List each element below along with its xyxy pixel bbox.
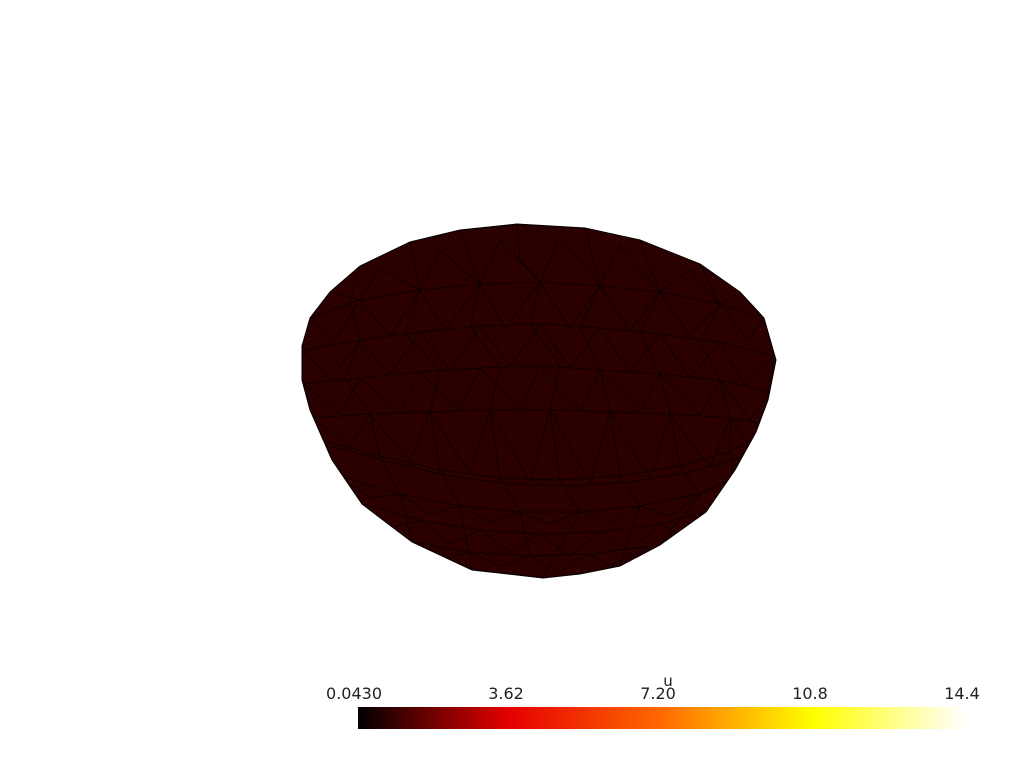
- mesh-edges: [303, 224, 775, 578]
- scalar-bar-title: u: [663, 672, 673, 690]
- scalar-bar-tick-label: 3.62: [488, 684, 524, 703]
- scalar-bar-tick-label: 0.0430: [326, 684, 382, 703]
- scalar-bar-gradient: [358, 707, 966, 729]
- scalar-bar-tick-label: 7.20: [640, 684, 676, 703]
- scalar-bar: u 0.0430 3.62 7.20 10.8 14.4: [326, 672, 996, 736]
- scalar-bar-tick-label: 14.4: [944, 684, 980, 703]
- scalar-bar-tick-label: 10.8: [792, 684, 828, 703]
- bowl-surface: [301, 223, 777, 579]
